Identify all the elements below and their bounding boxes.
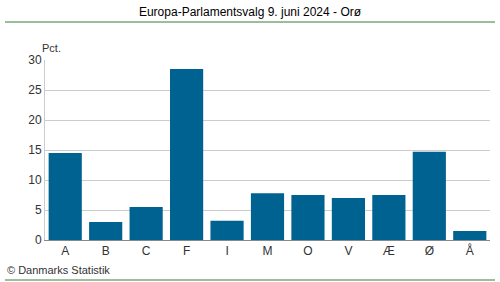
svg-text:V: V [344, 244, 352, 258]
svg-text:Å: Å [466, 243, 474, 258]
svg-text:B: B [102, 244, 110, 258]
svg-text:10: 10 [28, 173, 42, 187]
svg-text:O: O [303, 244, 312, 258]
svg-text:25: 25 [28, 83, 42, 97]
svg-text:Pct.: Pct. [42, 42, 61, 54]
svg-text:A: A [61, 244, 69, 258]
svg-text:Ø: Ø [425, 244, 434, 258]
svg-text:C: C [142, 244, 151, 258]
svg-text:15: 15 [28, 143, 42, 157]
svg-text:0: 0 [35, 233, 42, 247]
svg-text:Æ: Æ [383, 244, 395, 258]
svg-text:Europa-Parlamentsvalg 9. juni: Europa-Parlamentsvalg 9. juni 2024 - Orø [139, 5, 362, 19]
svg-text:© Danmarks Statistik: © Danmarks Statistik [7, 264, 110, 276]
svg-text:20: 20 [28, 113, 42, 127]
svg-text:M: M [263, 244, 273, 258]
svg-text:F: F [183, 244, 190, 258]
svg-text:I: I [225, 244, 228, 258]
svg-text:5: 5 [35, 203, 42, 217]
svg-text:30: 30 [28, 53, 42, 67]
